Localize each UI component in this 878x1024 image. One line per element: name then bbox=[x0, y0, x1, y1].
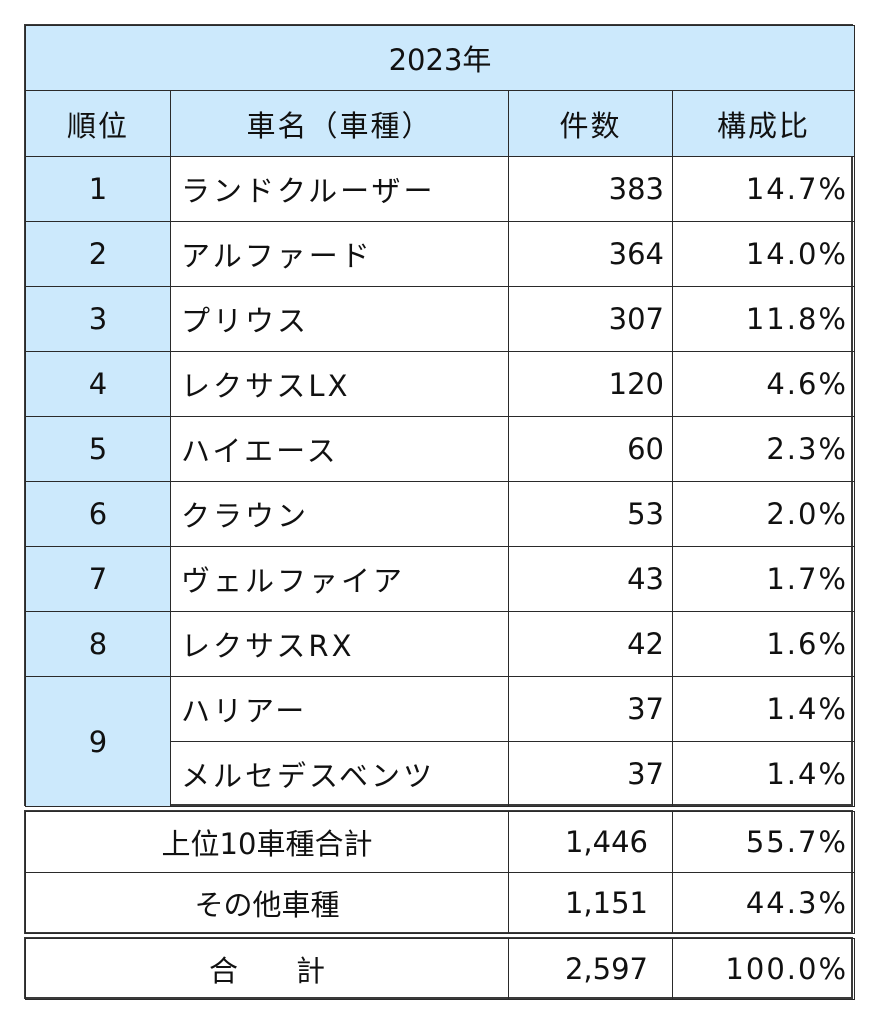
header-name: 車名（車種） bbox=[170, 90, 509, 157]
table-row: 9 ハリアー 37 1.4% bbox=[25, 676, 855, 807]
ratio-cell: 11.8% bbox=[672, 286, 855, 352]
ratio-cell: 14.7% bbox=[672, 156, 855, 222]
car-name-cell: アルファード bbox=[170, 221, 509, 287]
rank-cell: 1 bbox=[25, 156, 171, 222]
header-rank: 順位 bbox=[25, 90, 171, 157]
count-cell: 43 bbox=[508, 546, 673, 612]
subtotal-count: 1,151 bbox=[508, 872, 673, 934]
car-name-cell: レクサスLX bbox=[170, 351, 509, 417]
rank-cell: 8 bbox=[25, 611, 171, 677]
rank-cell: 2 bbox=[25, 221, 171, 287]
table-row: 2 アルファード 364 14.0% bbox=[25, 221, 855, 287]
ratio-cell: 1.6% bbox=[672, 611, 855, 677]
title-row: 2023年 bbox=[25, 25, 855, 91]
car-name-cell: ランドクルーザー bbox=[170, 156, 509, 222]
count-cell: 60 bbox=[508, 416, 673, 482]
count-cell: 37 bbox=[508, 676, 673, 742]
rank-cell: 7 bbox=[25, 546, 171, 612]
ratio-cell: 2.3% bbox=[672, 416, 855, 482]
ranking-table-block: 2023年 順位 車名（車種） 件数 構成比 1 ランドクルーザー 383 14… bbox=[24, 24, 855, 807]
car-name-cell: プリウス bbox=[170, 286, 509, 352]
count-cell: 37 bbox=[508, 741, 673, 807]
subtotal-label: その他車種 bbox=[25, 872, 509, 934]
car-name-cell: ヴェルファイア bbox=[170, 546, 509, 612]
table-row: 7 ヴェルファイア 43 1.7% bbox=[25, 546, 855, 612]
count-cell: 307 bbox=[508, 286, 673, 352]
subtotal-table: 上位10車種合計 1,446 55.7% その他車種 1,151 44.3% bbox=[25, 811, 855, 934]
ratio-cell: 1.4% bbox=[672, 741, 855, 807]
subtotal-ratio: 55.7% bbox=[672, 811, 855, 873]
rank-cell: 5 bbox=[25, 416, 171, 482]
car-name-cell: ハリアー bbox=[170, 676, 509, 742]
subtotal-label: 上位10車種合計 bbox=[25, 811, 509, 873]
table-row: 3 プリウス 307 11.8% bbox=[25, 286, 855, 352]
ratio-cell: 4.6% bbox=[672, 351, 855, 417]
count-cell: 53 bbox=[508, 481, 673, 547]
rank-cell: 4 bbox=[25, 351, 171, 417]
car-name-cell: レクサスRX bbox=[170, 611, 509, 677]
count-cell: 42 bbox=[508, 611, 673, 677]
total-count: 2,597 bbox=[508, 938, 673, 1000]
table-row: 5 ハイエース 60 2.3% bbox=[25, 416, 855, 482]
table-row: 8 レクサスRX 42 1.6% bbox=[25, 611, 855, 677]
count-cell: 383 bbox=[508, 156, 673, 222]
total-block: 合 計 2,597 100.0% bbox=[24, 937, 855, 1000]
car-name-cell: クラウン bbox=[170, 481, 509, 547]
total-ratio: 100.0% bbox=[672, 938, 855, 1000]
ratio-cell: 14.0% bbox=[672, 221, 855, 287]
subtotal-block: 上位10車種合計 1,446 55.7% その他車種 1,151 44.3% bbox=[24, 810, 855, 934]
rank-cell: 9 bbox=[25, 676, 171, 807]
subtotal-row-top10: 上位10車種合計 1,446 55.7% bbox=[25, 811, 855, 873]
header-row: 順位 車名（車種） 件数 構成比 bbox=[25, 90, 855, 157]
table-row: 1 ランドクルーザー 383 14.7% bbox=[25, 156, 855, 222]
count-cell: 120 bbox=[508, 351, 673, 417]
table-row: 4 レクサスLX 120 4.6% bbox=[25, 351, 855, 417]
ratio-cell: 1.4% bbox=[672, 676, 855, 742]
total-row: 合 計 2,597 100.0% bbox=[25, 938, 855, 1000]
ranking-table: 2023年 順位 車名（車種） 件数 構成比 1 ランドクルーザー 383 14… bbox=[25, 25, 855, 807]
header-ratio: 構成比 bbox=[672, 90, 855, 157]
rank-cell: 6 bbox=[25, 481, 171, 547]
ratio-cell: 2.0% bbox=[672, 481, 855, 547]
total-table: 合 計 2,597 100.0% bbox=[25, 938, 855, 1000]
rank-cell: 3 bbox=[25, 286, 171, 352]
total-label: 合 計 bbox=[25, 938, 509, 1000]
count-cell: 364 bbox=[508, 221, 673, 287]
table-row: メルセデスベンツ 37 1.4% bbox=[26, 741, 855, 807]
table-row: 6 クラウン 53 2.0% bbox=[25, 481, 855, 547]
ratio-cell: 1.7% bbox=[672, 546, 855, 612]
subtotal-ratio: 44.3% bbox=[672, 872, 855, 934]
subtotal-count: 1,446 bbox=[508, 811, 673, 873]
car-name-cell: ハイエース bbox=[170, 416, 509, 482]
car-name-cell: メルセデスベンツ bbox=[170, 741, 509, 807]
subtotal-row-others: その他車種 1,151 44.3% bbox=[25, 872, 855, 934]
table-title: 2023年 bbox=[25, 25, 855, 91]
header-count: 件数 bbox=[508, 90, 673, 157]
